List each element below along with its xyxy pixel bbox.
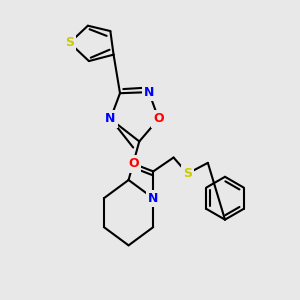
Text: O: O [129, 158, 139, 170]
Text: N: N [148, 192, 158, 205]
Text: S: S [65, 36, 74, 50]
Text: N: N [144, 85, 154, 99]
Text: N: N [105, 112, 116, 125]
Text: O: O [153, 112, 164, 125]
Text: S: S [183, 167, 192, 180]
